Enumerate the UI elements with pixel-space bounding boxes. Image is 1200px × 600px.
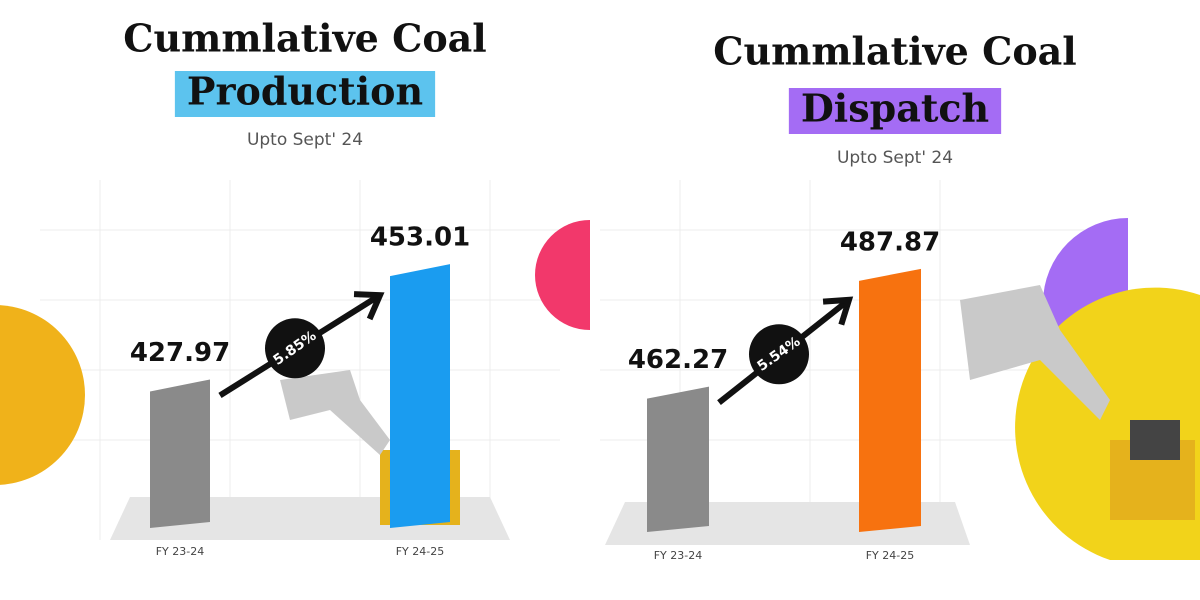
value-label: 427.97 [130,338,230,368]
bar [859,268,921,532]
decor-semicircle [535,220,590,330]
growth-badge [749,324,809,385]
bar [390,264,450,528]
chart-title-highlight: Dispatch [801,86,989,131]
category-label: FY 23-24 [156,545,205,558]
growth-arrow-head [353,291,385,321]
chart-title-highlight: Production [187,69,423,114]
value-label: 462.27 [628,345,728,375]
growth-arrow-head [822,296,854,326]
value-label: 453.01 [370,223,470,253]
decor-circle [0,305,85,485]
category-label: FY 24-25 [396,545,445,558]
value-label: 487.87 [840,227,940,257]
category-label: FY 24-25 [866,549,915,562]
category-label: FY 23-24 [654,549,703,562]
chart-subtitle: Upto Sept' 24 [837,148,953,168]
chart-title: Cummlative Coal [123,16,486,61]
excavator [960,285,1195,520]
chart-title: Cummlative Coal [713,29,1076,74]
title-highlight [174,71,436,117]
bar [647,386,709,532]
title-highlight [788,88,1002,134]
chart-subtitle: Upto Sept' 24 [247,130,363,150]
growth-badge [265,318,325,379]
bar [150,379,210,528]
